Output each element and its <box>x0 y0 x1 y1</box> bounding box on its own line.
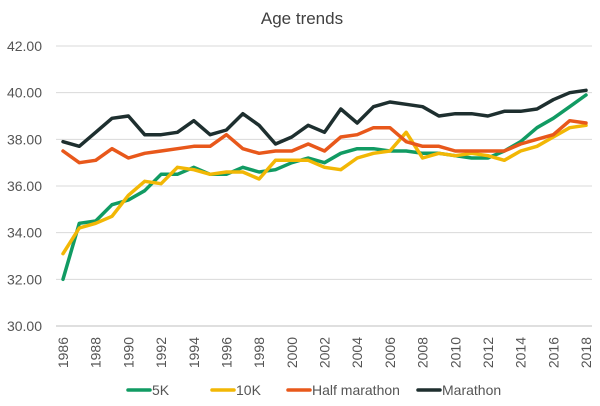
x-tick-label: 2000 <box>284 337 300 368</box>
x-tick-label: 2004 <box>349 337 365 368</box>
y-tick-label: 34.00 <box>7 225 42 241</box>
series-lines <box>61 88 588 282</box>
y-tick-label: 40.00 <box>7 85 42 101</box>
legend-label: 5K <box>152 382 170 398</box>
x-tick-label: 1996 <box>218 337 234 368</box>
x-tick-label: 2014 <box>513 337 529 368</box>
x-tick-label: 1994 <box>186 337 202 368</box>
x-tick-label: 2018 <box>578 337 594 368</box>
series-line <box>61 93 588 282</box>
x-tick-label: 2010 <box>447 337 463 368</box>
series-line <box>61 118 588 165</box>
x-tick-label: 1992 <box>153 337 169 368</box>
x-tick-label: 2008 <box>415 337 431 368</box>
x-tick-label: 2016 <box>545 337 561 368</box>
x-tick-label: 1986 <box>55 337 71 368</box>
x-tick-label: 2002 <box>317 337 333 368</box>
y-tick-label: 30.00 <box>7 318 42 334</box>
y-tick-label: 38.00 <box>7 131 42 147</box>
x-tick-label: 1998 <box>251 337 267 368</box>
chart-title: Age trends <box>261 9 343 28</box>
legend-label: Marathon <box>442 382 501 398</box>
x-tick-label: 2012 <box>480 337 496 368</box>
x-tick-label: 1990 <box>120 337 136 368</box>
legend: 5K 10K Half marathon Marathon <box>126 382 501 398</box>
y-tick-label: 32.00 <box>7 271 42 287</box>
y-tick-label: 36.00 <box>7 178 42 194</box>
y-axis: 30.00 32.00 34.00 36.00 38.00 40.00 42.00 <box>7 38 42 334</box>
x-tick-label: 1988 <box>88 337 104 368</box>
x-tick-label: 2006 <box>382 337 398 368</box>
x-axis-tick-labels: 1986 1988 1990 1992 1994 1996 1998 2000 2002 2004… <box>55 337 594 368</box>
y-tick-label: 42.00 <box>7 38 42 54</box>
series-line <box>61 88 588 149</box>
series-line <box>61 123 588 256</box>
legend-label: 10K <box>236 382 262 398</box>
legend-label: Half marathon <box>312 382 400 398</box>
gridlines <box>56 45 592 280</box>
